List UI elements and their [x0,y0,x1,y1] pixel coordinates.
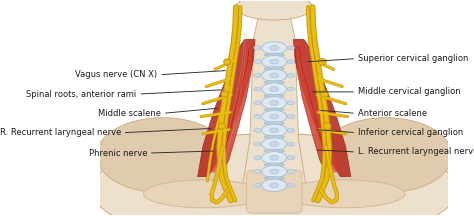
Ellipse shape [262,56,287,68]
Polygon shape [210,39,255,172]
Ellipse shape [254,101,261,105]
Polygon shape [198,39,255,177]
Ellipse shape [262,42,287,54]
Ellipse shape [287,73,295,77]
Ellipse shape [264,94,284,98]
Ellipse shape [287,156,295,160]
Text: Anterior scalene: Anterior scalene [358,109,427,118]
Polygon shape [293,39,339,172]
Ellipse shape [264,135,284,139]
Text: L. Recurrent laryngeal nerve: L. Recurrent laryngeal nerve [358,148,474,157]
Ellipse shape [262,110,287,123]
Ellipse shape [254,183,261,187]
Text: R. Recurrent laryngeal nerve: R. Recurrent laryngeal nerve [0,128,121,137]
Ellipse shape [254,46,261,50]
Ellipse shape [270,169,279,174]
Ellipse shape [287,101,295,105]
Ellipse shape [287,60,295,64]
Ellipse shape [262,83,287,95]
Ellipse shape [254,128,261,132]
Ellipse shape [236,0,312,20]
Ellipse shape [287,128,295,132]
Ellipse shape [254,170,261,173]
Ellipse shape [91,134,457,216]
Polygon shape [239,7,309,205]
Ellipse shape [287,183,295,187]
Ellipse shape [254,60,261,64]
Ellipse shape [262,152,287,164]
Ellipse shape [224,59,231,65]
Ellipse shape [287,170,295,173]
Ellipse shape [254,73,261,77]
Ellipse shape [262,69,287,82]
Ellipse shape [144,180,265,208]
Text: Superior cervical ganglion: Superior cervical ganglion [358,54,468,63]
Ellipse shape [262,124,287,137]
Ellipse shape [264,108,284,111]
Ellipse shape [262,179,287,191]
Ellipse shape [254,142,261,146]
Ellipse shape [323,123,331,129]
Ellipse shape [287,142,295,146]
Ellipse shape [320,91,328,97]
Ellipse shape [219,123,226,129]
Ellipse shape [270,156,279,160]
Text: Vagus nerve (CN X): Vagus nerve (CN X) [75,70,157,79]
Ellipse shape [264,163,284,166]
Ellipse shape [262,165,287,178]
Ellipse shape [264,122,284,125]
FancyBboxPatch shape [246,170,302,213]
Ellipse shape [264,177,284,180]
Ellipse shape [270,46,279,50]
Ellipse shape [254,87,261,91]
Ellipse shape [262,138,287,150]
Polygon shape [218,48,253,172]
Text: Spinal roots, anterior rami: Spinal roots, anterior rami [27,90,137,98]
Text: Inferior cervical ganglion: Inferior cervical ganglion [358,128,463,137]
Ellipse shape [270,59,279,64]
Ellipse shape [270,142,279,146]
Ellipse shape [264,81,284,84]
Polygon shape [295,48,331,172]
Ellipse shape [254,115,261,119]
Ellipse shape [287,115,295,119]
Ellipse shape [270,100,279,105]
Ellipse shape [254,156,261,160]
Ellipse shape [283,180,405,208]
Ellipse shape [270,183,279,188]
Ellipse shape [262,97,287,109]
Ellipse shape [287,46,295,50]
Polygon shape [293,39,351,177]
Ellipse shape [287,87,295,91]
Ellipse shape [319,59,326,65]
Text: Middle cervical ganglion: Middle cervical ganglion [358,87,460,96]
Ellipse shape [97,118,229,193]
Ellipse shape [319,118,452,193]
Ellipse shape [270,114,279,119]
Ellipse shape [264,67,284,70]
Ellipse shape [270,87,279,91]
Ellipse shape [221,91,228,97]
Ellipse shape [270,128,279,133]
Text: Phrenic nerve: Phrenic nerve [89,149,147,157]
Text: Middle scalene: Middle scalene [98,109,161,118]
Ellipse shape [264,53,284,57]
Ellipse shape [264,149,284,153]
Ellipse shape [270,73,279,78]
